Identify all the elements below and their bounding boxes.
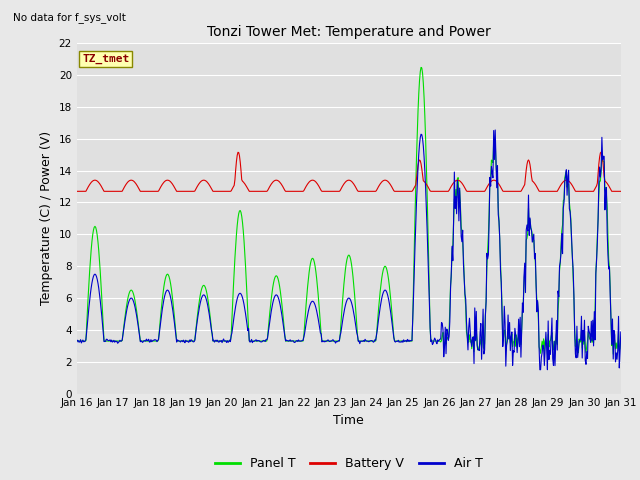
X-axis label: Time: Time [333,414,364,427]
Legend: Panel T, Battery V, Air T: Panel T, Battery V, Air T [210,452,488,475]
Text: TZ_tmet: TZ_tmet [82,54,129,64]
Title: Tonzi Tower Met: Temperature and Power: Tonzi Tower Met: Temperature and Power [207,25,491,39]
Y-axis label: Temperature (C) / Power (V): Temperature (C) / Power (V) [40,132,53,305]
Text: No data for f_sys_volt: No data for f_sys_volt [13,12,125,23]
